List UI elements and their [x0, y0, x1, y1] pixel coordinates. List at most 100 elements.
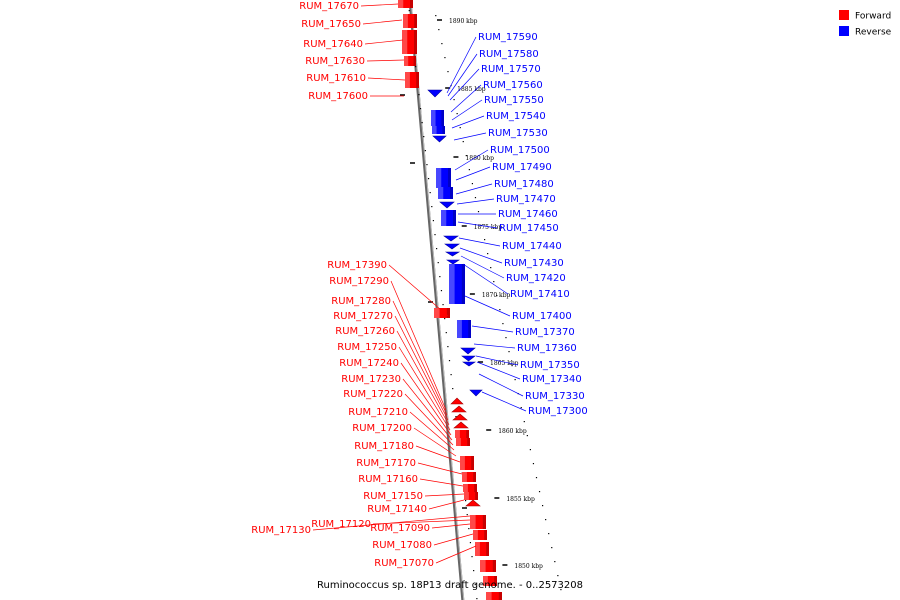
- minor-tick: [476, 598, 478, 600]
- minor-tick: [465, 500, 467, 502]
- gene-label[interactable]: RUM_17610: [306, 73, 366, 84]
- leader-line: [388, 264, 449, 317]
- forward-gene-glyph: [434, 308, 450, 318]
- minor-tick: [456, 113, 458, 115]
- gene-label[interactable]: RUM_17350: [520, 360, 580, 371]
- gene-label[interactable]: RUM_17250: [337, 342, 397, 353]
- gene-label[interactable]: RUM_17300: [528, 406, 588, 417]
- minor-tick: [465, 155, 467, 157]
- gene-label[interactable]: RUM_17440: [502, 241, 562, 252]
- forward-gene-glyph: [473, 530, 487, 540]
- gene-label[interactable]: RUM_17080: [372, 540, 432, 551]
- forward-gene-glyph: [455, 430, 469, 438]
- reverse-gene-glyph: [457, 320, 471, 338]
- leader-line: [450, 84, 482, 113]
- gene-label[interactable]: RUM_17590: [478, 32, 538, 43]
- leader-line: [424, 493, 465, 497]
- gene-label[interactable]: RUM_17180: [354, 441, 414, 452]
- gene-label[interactable]: RUM_17480: [494, 179, 554, 190]
- forward-gene-glyph: [462, 472, 476, 482]
- minor-tick: [548, 533, 550, 535]
- gene-label[interactable]: RUM_17430: [504, 258, 564, 269]
- gene-label[interactable]: RUM_17340: [522, 374, 582, 385]
- leader-line: [478, 373, 524, 397]
- gene-label[interactable]: RUM_17370: [515, 327, 575, 338]
- gene-label[interactable]: RUM_17160: [358, 474, 418, 485]
- gene-label[interactable]: RUM_17170: [356, 458, 416, 469]
- gene-label[interactable]: RUM_17330: [525, 391, 585, 402]
- minor-tick: [450, 374, 452, 376]
- gene-label[interactable]: RUM_17360: [517, 343, 577, 354]
- minor-tick: [490, 267, 492, 269]
- gene-label[interactable]: RUM_17420: [506, 273, 566, 284]
- gene-label[interactable]: RUM_17530: [488, 128, 548, 139]
- gene-label[interactable]: RUM_17280: [331, 296, 391, 307]
- gene-label[interactable]: RUM_17560: [483, 80, 543, 91]
- gene-label[interactable]: RUM_17270: [333, 311, 393, 322]
- tick-label: 1860 kbp: [498, 428, 527, 435]
- minor-tick: [542, 505, 544, 507]
- gene-label[interactable]: RUM_17640: [303, 39, 363, 50]
- gene-label[interactable]: RUM_17650: [301, 19, 361, 30]
- minor-tick: [439, 276, 441, 278]
- gene-label[interactable]: RUM_17490: [492, 162, 552, 173]
- forward-gene-glyph: [456, 438, 470, 446]
- legend-swatch-forward: [839, 10, 849, 20]
- leader-line: [366, 59, 405, 62]
- gene-label[interactable]: RUM_17200: [352, 423, 412, 434]
- minor-tick: [421, 122, 423, 124]
- minor-tick: [523, 421, 525, 423]
- forward-gene-glyph: [453, 421, 469, 429]
- gene-label[interactable]: RUM_17400: [512, 311, 572, 322]
- gene-label[interactable]: RUM_17140: [367, 504, 427, 515]
- gene-label[interactable]: RUM_17090: [370, 523, 430, 534]
- leader-line: [392, 300, 448, 416]
- gene-label[interactable]: RUM_17410: [510, 289, 570, 300]
- gene-label[interactable]: RUM_17500: [490, 145, 550, 156]
- reverse-gene-glyph: [431, 110, 444, 126]
- minor-tick: [441, 43, 443, 45]
- gene-label[interactable]: RUM_17540: [486, 111, 546, 122]
- gene-label[interactable]: RUM_17390: [327, 260, 387, 271]
- legend-label-forward: Forward: [855, 12, 891, 22]
- reverse-gene-glyph: [460, 347, 476, 355]
- gene-label[interactable]: RUM_17290: [329, 276, 389, 287]
- gene-label[interactable]: RUM_17230: [341, 374, 401, 385]
- forward-gene-glyph: [451, 405, 467, 413]
- leader-line: [447, 53, 478, 97]
- gene-label[interactable]: RUM_17210: [348, 407, 408, 418]
- gene-label[interactable]: RUM_17550: [484, 95, 544, 106]
- legend: Forward Reverse: [839, 10, 892, 38]
- gene-label[interactable]: RUM_17450: [499, 223, 559, 234]
- gene-label[interactable]: RUM_17260: [335, 326, 395, 337]
- minor-tick: [427, 178, 430, 180]
- gene-label[interactable]: RUM_17570: [481, 64, 541, 75]
- leader-line: [409, 411, 455, 451]
- minor-tick: [429, 192, 431, 194]
- gene-label[interactable]: RUM_17220: [343, 389, 403, 400]
- gene-label[interactable]: RUM_17240: [339, 358, 399, 369]
- minor-tick: [520, 407, 522, 409]
- forward-gene-glyph: [465, 499, 481, 507]
- forward-gene-glyph: [405, 72, 419, 88]
- minor-tick: [535, 477, 538, 479]
- minor-tick: [471, 556, 473, 558]
- minor-tick: [554, 561, 556, 563]
- leader-line: [398, 346, 451, 431]
- gene-label[interactable]: RUM_17600: [308, 91, 368, 102]
- minor-tick: [505, 337, 507, 339]
- gene-label[interactable]: RUM_17120: [311, 519, 371, 530]
- gene-label[interactable]: RUM_17580: [479, 49, 539, 60]
- gene-label[interactable]: RUM_17130: [251, 525, 311, 536]
- gene-label[interactable]: RUM_17070: [374, 558, 434, 569]
- gene-label[interactable]: RUM_17670: [299, 1, 359, 12]
- gene-label[interactable]: RUM_17630: [305, 56, 365, 67]
- minor-tick: [514, 379, 516, 381]
- minor-tick: [508, 351, 510, 353]
- gene-label[interactable]: RUM_17150: [363, 491, 423, 502]
- forward-gene-glyph: [450, 397, 464, 405]
- minor-tick: [545, 519, 547, 521]
- leader-line: [455, 166, 491, 181]
- gene-label[interactable]: RUM_17470: [496, 194, 556, 205]
- gene-label[interactable]: RUM_17460: [498, 209, 558, 220]
